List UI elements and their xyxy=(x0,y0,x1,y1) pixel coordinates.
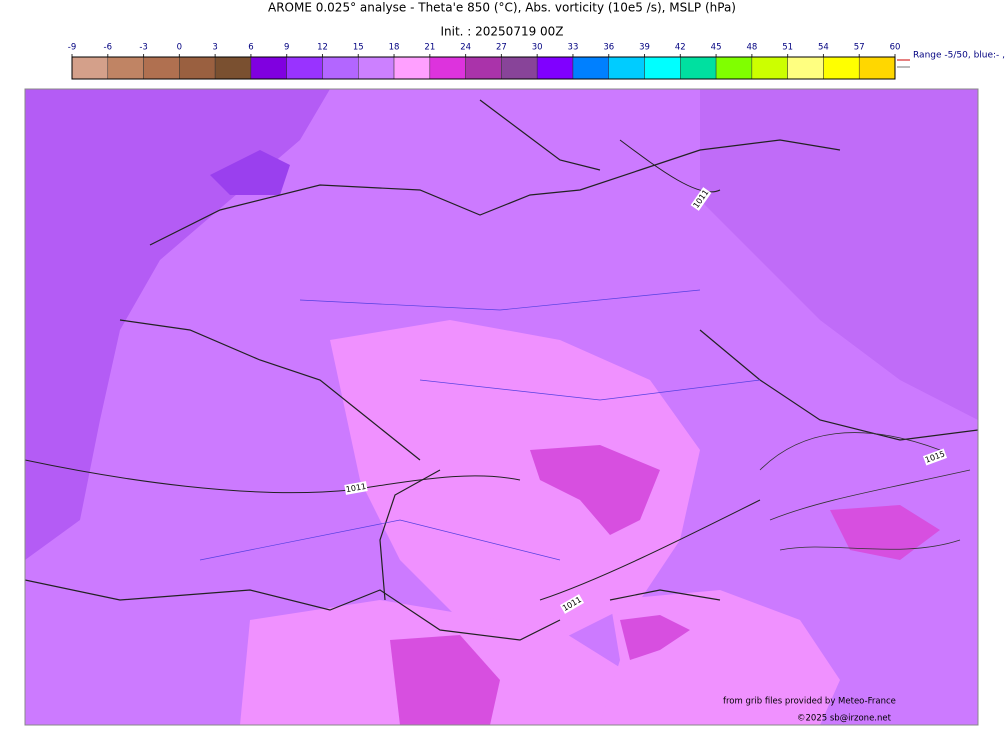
colorbar: -9 -6 -3 0 3 6 9 12 15 18 21 24 27 30 33 36 39 42 45 48 51 54… xyxy=(68,43,901,80)
river xyxy=(199,289,761,561)
colorbar-tick-label: -9 xyxy=(68,43,76,53)
region-fill xyxy=(700,89,978,420)
vorticity-contour xyxy=(759,432,971,551)
range-note: Range -5/50, blue:- , r xyxy=(913,51,1005,61)
colorbar-tick-label: 24 xyxy=(460,43,471,53)
colorbar-tick-label: 18 xyxy=(389,43,400,53)
colorbar-tick-label: 27 xyxy=(496,43,507,53)
colorbar-tick-label: 15 xyxy=(353,43,364,53)
region-fill xyxy=(330,320,700,640)
region-fill xyxy=(830,505,940,560)
colorbar-swatch xyxy=(429,56,466,80)
colorbar-swatch xyxy=(787,56,824,80)
credit: ©2025 sb@irzone.net xyxy=(797,714,892,724)
colorbar-swatch xyxy=(715,56,753,80)
colorbar-tick-label: 9 xyxy=(284,43,289,53)
title: AROME 0.025° analyse - Theta'e 850 (°C),… xyxy=(268,1,736,15)
isobar-label-box xyxy=(690,187,712,211)
colorbar-tick-label: -3 xyxy=(139,43,147,53)
colorbar-tick-label: 45 xyxy=(711,43,722,53)
colorbar-swatch xyxy=(71,56,109,80)
isobar xyxy=(25,139,761,601)
colorbar-swatch xyxy=(644,56,681,80)
colorbar-swatch xyxy=(501,56,538,80)
region-fill xyxy=(530,445,660,535)
colorbar-tick-label: 0 xyxy=(177,43,182,53)
colorbar-swatch xyxy=(858,56,896,80)
colorbar-swatch xyxy=(358,56,395,80)
colorbar-tick-label: 33 xyxy=(568,43,579,53)
colorbar-swatch xyxy=(107,56,144,80)
colorbar-tick-label: 21 xyxy=(424,43,435,53)
colorbar-tick-label: 57 xyxy=(854,43,865,53)
colorbar-swatch xyxy=(465,56,502,80)
isobar-label: 1011 xyxy=(344,481,368,495)
region-fill xyxy=(620,615,690,660)
colorbar-swatch xyxy=(322,56,359,80)
init-time: Init. : 20250719 00Z xyxy=(440,25,563,39)
map xyxy=(24,88,979,726)
colorbar-frame xyxy=(71,56,896,80)
colorbar-tick-label: 42 xyxy=(675,43,686,53)
region-fill xyxy=(210,150,290,195)
colorbar-tick-label: 60 xyxy=(890,43,901,53)
region-fill xyxy=(25,89,330,560)
isobar-label-box xyxy=(344,481,368,495)
colorbar-swatch xyxy=(751,56,788,80)
colorbar-tick-label: 39 xyxy=(639,43,650,53)
colorbar-swatch xyxy=(823,56,860,80)
coastline xyxy=(25,99,978,641)
colorbar-swatch xyxy=(143,56,180,80)
map-frame xyxy=(24,88,979,726)
colorbar-tick-label: 48 xyxy=(746,43,757,53)
isobar-label-box xyxy=(559,594,585,614)
colorbar-tick-label: 51 xyxy=(782,43,793,53)
colorbar-swatch xyxy=(572,56,609,80)
colorbar-tick-label: 54 xyxy=(818,43,829,53)
colorbar-swatch xyxy=(680,56,717,80)
credit: from grib files provided by Meteo-France xyxy=(723,697,896,707)
colorbar-swatch xyxy=(214,56,252,80)
colorbar-tick-label: -6 xyxy=(104,43,112,53)
colorbar-swatch xyxy=(179,56,216,80)
colorbar-tick-label: 12 xyxy=(317,43,328,53)
region-fill xyxy=(390,635,500,725)
colorbar-tick-label: 36 xyxy=(603,43,614,53)
isobar-label-box xyxy=(922,448,948,466)
colorbar-tick-label: 30 xyxy=(532,43,543,53)
colorbar-swatch xyxy=(250,56,287,80)
colorbar-swatch xyxy=(393,56,431,80)
isobar-label-text: 1011 xyxy=(345,482,367,494)
colorbar-swatch xyxy=(536,56,574,80)
colorbar-tick-label: 6 xyxy=(248,43,253,53)
colorbar-swatch xyxy=(286,56,323,80)
colorbar-tick-label: 3 xyxy=(212,43,217,53)
colorbar-swatch xyxy=(608,56,645,80)
